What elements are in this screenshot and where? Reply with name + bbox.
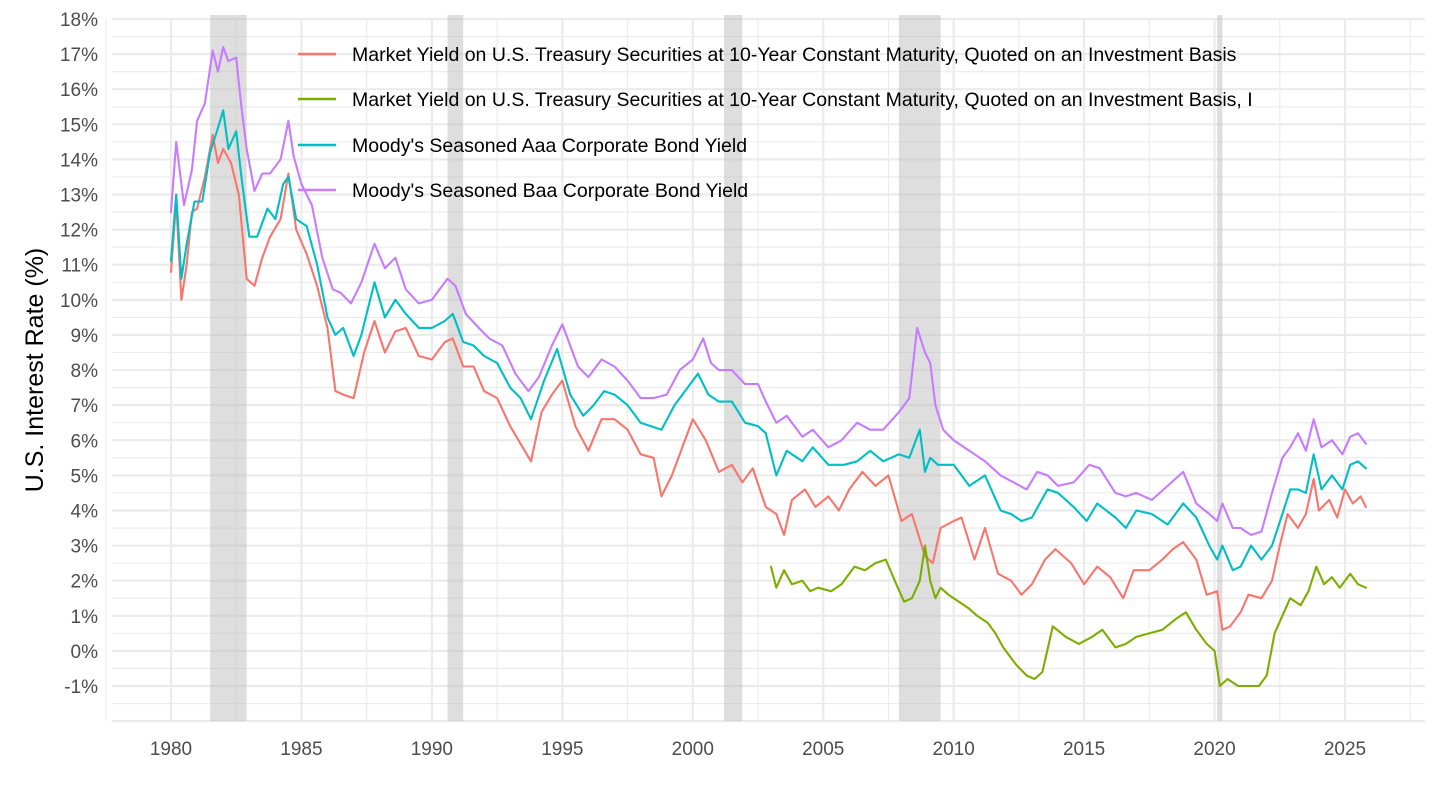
- y-tick-label: 11%: [61, 256, 98, 277]
- y-tick-label: 12%: [60, 221, 98, 242]
- y-axis-ticks: -1% 0% 1% 2% 3% 4% 5% 6% 7% 8% 9% 10% 11% 12% 13% 14% 15…: [60, 10, 98, 698]
- legend-item: Moody's Seasoned Aaa Corporate Bond Yiel…: [298, 135, 747, 157]
- legend-item: Market Yield on U.S. Treasury Securities…: [298, 44, 1237, 66]
- x-tick-label: 2025: [1324, 739, 1366, 760]
- x-tick-label: 2000: [672, 739, 714, 760]
- x-tick-label: 2020: [1193, 739, 1235, 760]
- y-tick-label: 15%: [60, 115, 98, 136]
- legend-label: Moody's Seasoned Aaa Corporate Bond Yiel…: [352, 135, 747, 157]
- legend-label: Market Yield on U.S. Treasury Securities…: [352, 44, 1237, 66]
- y-tick-label: 8%: [71, 361, 99, 382]
- recession-shading: [210, 15, 1223, 721]
- recession-band: [724, 15, 743, 721]
- recession-band: [210, 15, 247, 721]
- x-tick-label: 2010: [933, 739, 975, 760]
- y-tick-label: 7%: [71, 396, 99, 417]
- x-tick-label: 1990: [411, 739, 453, 760]
- legend-item: Moody's Seasoned Baa Corporate Bond Yiel…: [298, 180, 748, 202]
- legend: Market Yield on U.S. Treasury Securities…: [298, 44, 1253, 202]
- x-tick-label: 1985: [280, 739, 322, 760]
- y-tick-label: 17%: [60, 45, 98, 66]
- series-line-1: [169, 133, 1367, 631]
- y-tick-label: 18%: [60, 10, 98, 31]
- y-tick-label: 14%: [60, 150, 98, 171]
- y-tick-label: 2%: [71, 572, 99, 593]
- y-tick-label: 3%: [71, 537, 99, 558]
- x-tick-label: 1980: [150, 739, 192, 760]
- y-tick-label: 13%: [60, 186, 98, 207]
- series-line-2: [769, 544, 1367, 688]
- x-tick-label: 2015: [1063, 739, 1105, 760]
- recession-band: [1217, 15, 1223, 721]
- series-line-3: [169, 109, 1367, 572]
- legend-label: Market Yield on U.S. Treasury Securities…: [352, 89, 1253, 111]
- y-tick-label: 9%: [71, 326, 99, 347]
- y-tick-label: 16%: [60, 80, 98, 101]
- major-gridlines: [112, 17, 1425, 723]
- series-line-4: [169, 46, 1367, 537]
- y-tick-label: 1%: [71, 607, 99, 628]
- y-axis-title: U.S. Interest Rate (%): [21, 248, 49, 493]
- y-tick-label: 6%: [71, 431, 99, 452]
- y-tick-label: -1%: [64, 677, 98, 698]
- series-lines: [169, 46, 1367, 688]
- x-axis-ticks: 1980 1985 1990 1995 2000 2005 2010 2015 2020 2025: [150, 739, 1366, 760]
- x-tick-label: 1995: [541, 739, 583, 760]
- y-tick-label: 0%: [71, 642, 99, 663]
- legend-item: Market Yield on U.S. Treasury Securities…: [298, 89, 1253, 111]
- x-tick-label: 2005: [802, 739, 844, 760]
- recession-band: [447, 15, 464, 721]
- y-tick-label: 10%: [60, 291, 98, 312]
- y-tick-label: 5%: [71, 466, 99, 487]
- recession-band: [898, 15, 941, 721]
- y-tick-label: 4%: [71, 501, 99, 522]
- legend-label: Moody's Seasoned Baa Corporate Bond Yiel…: [352, 180, 748, 202]
